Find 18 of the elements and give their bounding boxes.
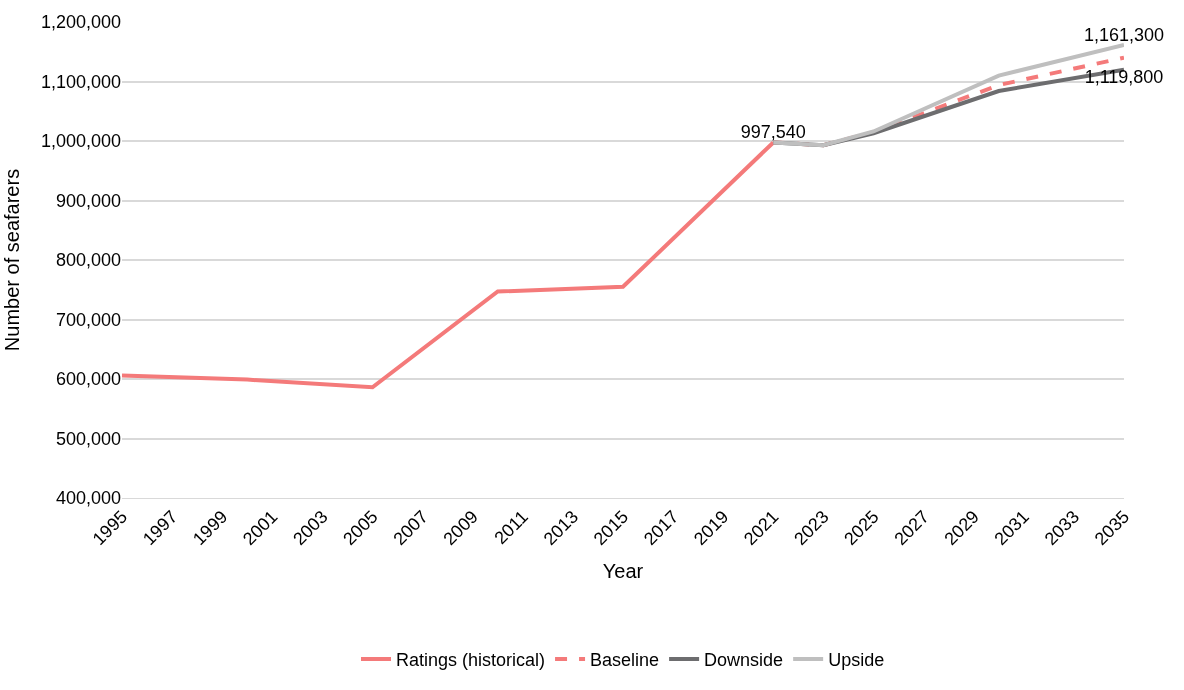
data-label: 1,119,800 bbox=[1084, 67, 1164, 88]
data-label: 1,161,300 bbox=[1083, 24, 1165, 45]
y-tick-label: 500,000 bbox=[55, 428, 121, 449]
legend-label: Baseline bbox=[590, 650, 660, 671]
legend-label: Upside bbox=[828, 650, 885, 671]
y-tick-label: 800,000 bbox=[55, 250, 121, 271]
y-axis-title: Number of seafarers bbox=[1, 168, 24, 352]
y-tick-label: 1,000,000 bbox=[40, 131, 121, 152]
legend-label: Ratings (historical) bbox=[396, 650, 546, 671]
y-tick-label: 400,000 bbox=[55, 488, 121, 509]
data-label: 997,540 bbox=[740, 121, 806, 142]
y-tick-label: 600,000 bbox=[55, 369, 121, 390]
y-tick-label: 1,200,000 bbox=[40, 12, 121, 33]
y-tick-label: 900,000 bbox=[55, 190, 121, 211]
x-axis-title: Year bbox=[602, 559, 644, 582]
y-tick-label: 700,000 bbox=[55, 309, 121, 330]
legend-label: Downside bbox=[704, 650, 784, 671]
y-tick-label: 1,100,000 bbox=[40, 71, 121, 92]
